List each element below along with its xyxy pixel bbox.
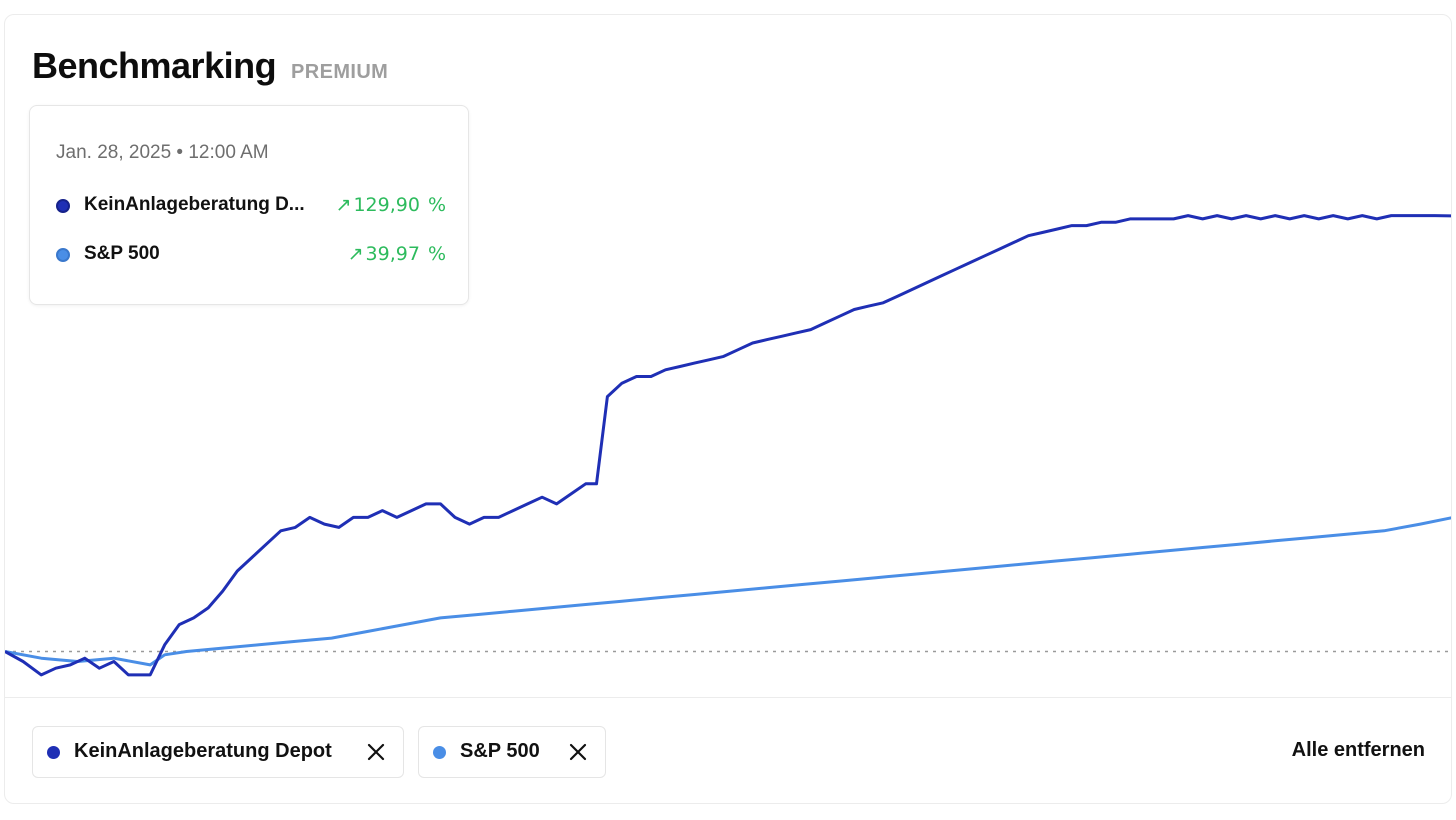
tooltip-series-name: KeinAnlageberatung D... xyxy=(84,194,305,215)
legend-chip-depot: KeinAnlageberatung Depot xyxy=(32,726,404,778)
tooltip-value-unit: % xyxy=(427,194,446,216)
series-dot-icon xyxy=(47,746,60,759)
trend-up-arrow-icon: ↗ xyxy=(347,243,364,265)
benchmarking-card: Benchmarking PREMIUM Jan. 28, 2025 • 12:… xyxy=(4,14,1452,804)
tooltip-row-depot: KeinAnlageberatung D... ↗ 129,90% xyxy=(56,194,446,220)
remove-all-button[interactable]: Alle entfernen xyxy=(1291,739,1425,761)
benchmark-line-chart[interactable] xyxy=(5,15,1452,697)
legend-chip-sp500: S&P 500 xyxy=(418,726,606,778)
tooltip-series-value: ↗ 39,97% xyxy=(348,243,446,265)
legend-chip-label: S&P 500 xyxy=(460,740,540,762)
series-dot-icon xyxy=(56,248,70,262)
series-line-sp500[interactable] xyxy=(5,516,1452,667)
legend-chip-label: KeinAnlageberatung Depot xyxy=(74,740,332,762)
tooltip-row-sp500: S&P 500 ↗ 39,97% xyxy=(56,243,446,269)
tooltip-value-number: 39,97 xyxy=(365,243,420,265)
series-dot-icon xyxy=(56,199,70,213)
trend-up-arrow-icon: ↗ xyxy=(335,194,352,216)
tooltip-value-unit: % xyxy=(427,243,446,265)
tooltip-value-number: 129,90 xyxy=(353,194,420,216)
close-icon[interactable] xyxy=(365,741,387,763)
tooltip-series-name: S&P 500 xyxy=(84,243,160,264)
series-layer xyxy=(5,214,1452,677)
series-dot-icon xyxy=(433,746,446,759)
premium-badge: PREMIUM xyxy=(291,61,389,83)
close-icon[interactable] xyxy=(567,741,589,763)
legend-divider xyxy=(5,697,1451,698)
page-title: Benchmarking xyxy=(32,45,277,86)
tooltip-date: Jan. 28, 2025 • 12:00 AM xyxy=(56,142,269,163)
chart-tooltip: Jan. 28, 2025 • 12:00 AM KeinAnlageberat… xyxy=(29,105,469,305)
series-line-depot[interactable] xyxy=(5,214,1452,677)
tooltip-series-value: ↗ 129,90% xyxy=(336,194,446,216)
